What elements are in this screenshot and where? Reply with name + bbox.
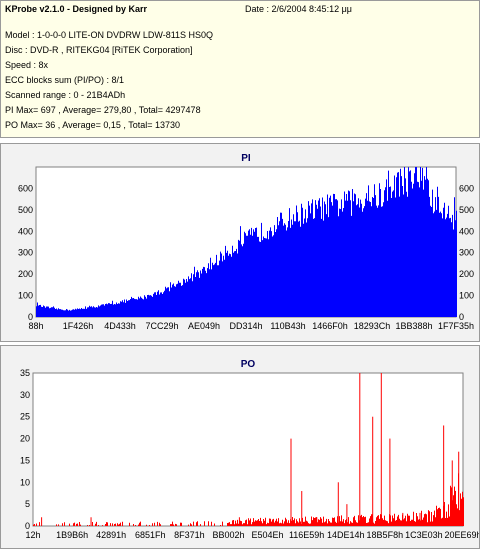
x-tick-label: 1C3E03h xyxy=(405,530,443,540)
speed-info: Speed : 8x xyxy=(5,60,49,70)
x-tick-label: 110B43h xyxy=(270,321,305,331)
y-tick-label: 300 xyxy=(18,248,33,258)
x-tick-label: 42891h xyxy=(96,530,126,540)
y-tick-label: 10 xyxy=(20,477,30,487)
po-baseline xyxy=(33,473,464,526)
po-chart: PO 0 5 10 15 20 25 30 35 12h 1B9B6h 42891h 6851Fh 8F3… xyxy=(20,359,479,540)
x-tick-label: 18293Ch xyxy=(354,321,391,331)
x-tick-label: 1B9B6h xyxy=(56,530,88,540)
y-tick-label: 25 xyxy=(20,412,30,422)
x-tick-label: BB002h xyxy=(212,530,244,540)
pi-summary: PI Max= 697 , Average= 279,80 , Total= 4… xyxy=(5,105,201,115)
chart-title: PI xyxy=(241,153,251,164)
x-tick-label: 20EE69h xyxy=(444,530,479,540)
y-tick-label-right: 400 xyxy=(459,226,474,236)
pi-chart: PI 0 0 100 100 200 200 300 300 400 400 500 500 600 600… xyxy=(18,153,474,331)
po-chart-panel: PO 0 5 10 15 20 25 30 35 12h 1B9B6h 42891h 6851Fh 8F3… xyxy=(0,345,480,549)
chart-title: PO xyxy=(241,359,256,370)
x-tick-label: E504Eh xyxy=(252,530,284,540)
x-tick-label: 14DE14h xyxy=(327,530,365,540)
y-tick-label: 30 xyxy=(20,390,30,400)
x-tick-label: AE049h xyxy=(188,321,220,331)
y-tick-label: 600 xyxy=(18,183,33,193)
x-tick-label: 1466F0h xyxy=(312,321,348,331)
y-tick-label: 100 xyxy=(18,291,33,301)
x-tick-label: 88h xyxy=(28,321,43,331)
y-tick-label: 35 xyxy=(20,368,30,378)
y-tick-label: 5 xyxy=(25,499,30,509)
x-tick-label: 1BB388h xyxy=(395,321,432,331)
y-tick-label-right: 300 xyxy=(459,248,474,258)
app-title: KProbe v2.1.0 - Designed by Karr xyxy=(5,4,148,14)
pi-series xyxy=(36,167,457,317)
x-tick-label: 4D433h xyxy=(104,321,136,331)
x-tick-label: 18B5F8h xyxy=(367,530,404,540)
pi-area xyxy=(36,167,457,317)
y-tick-label: 0 xyxy=(28,312,33,322)
x-tick-label: 1F7F35h xyxy=(438,321,474,331)
x-tick-label: 7CC29h xyxy=(145,321,178,331)
y-tick-label: 15 xyxy=(20,455,30,465)
info-panel: KProbe v2.1.0 - Designed by Karr Date : … xyxy=(0,0,480,138)
y-tick-label: 400 xyxy=(18,226,33,236)
disc-info: Disc : DVD-R , RITEKG04 [RiTEK Corporati… xyxy=(5,45,193,55)
x-tick-label: 1F426h xyxy=(63,321,94,331)
y-tick-label: 20 xyxy=(20,434,30,444)
y-tick-label: 200 xyxy=(18,269,33,279)
y-tick-label-right: 600 xyxy=(459,183,474,193)
y-tick-label-right: 500 xyxy=(459,205,474,215)
y-tick-label-right: 0 xyxy=(459,312,464,322)
x-tick-label: 6851Fh xyxy=(135,530,166,540)
po-summary: PO Max= 36 , Average= 0,15 , Total= 1373… xyxy=(5,120,181,130)
x-tick-label: 8F371h xyxy=(174,530,205,540)
y-tick-label: 0 xyxy=(25,521,30,531)
x-tick-label: 116E59h xyxy=(289,530,324,540)
scanned-range: Scanned range : 0 - 21B4ADh xyxy=(5,90,126,100)
x-tick-label: DD314h xyxy=(229,321,262,331)
y-tick-label-right: 100 xyxy=(459,291,474,301)
scan-date: Date : 2/6/2004 8:45:12 μμ xyxy=(245,4,352,14)
pi-chart-panel: PI 0 0 100 100 200 200 300 300 400 400 500 500 600 600… xyxy=(0,143,480,342)
plot-area xyxy=(32,372,464,527)
drive-model: Model : 1-0-0-0 LITE-ON DVDRW LDW-811S H… xyxy=(5,30,214,40)
y-tick-label-right: 200 xyxy=(459,269,474,279)
x-tick-label: 12h xyxy=(25,530,40,540)
y-tick-label: 500 xyxy=(18,205,33,215)
ecc-info: ECC blocks sum (PI/PO) : 8/1 xyxy=(5,75,125,85)
po-series xyxy=(33,373,464,526)
